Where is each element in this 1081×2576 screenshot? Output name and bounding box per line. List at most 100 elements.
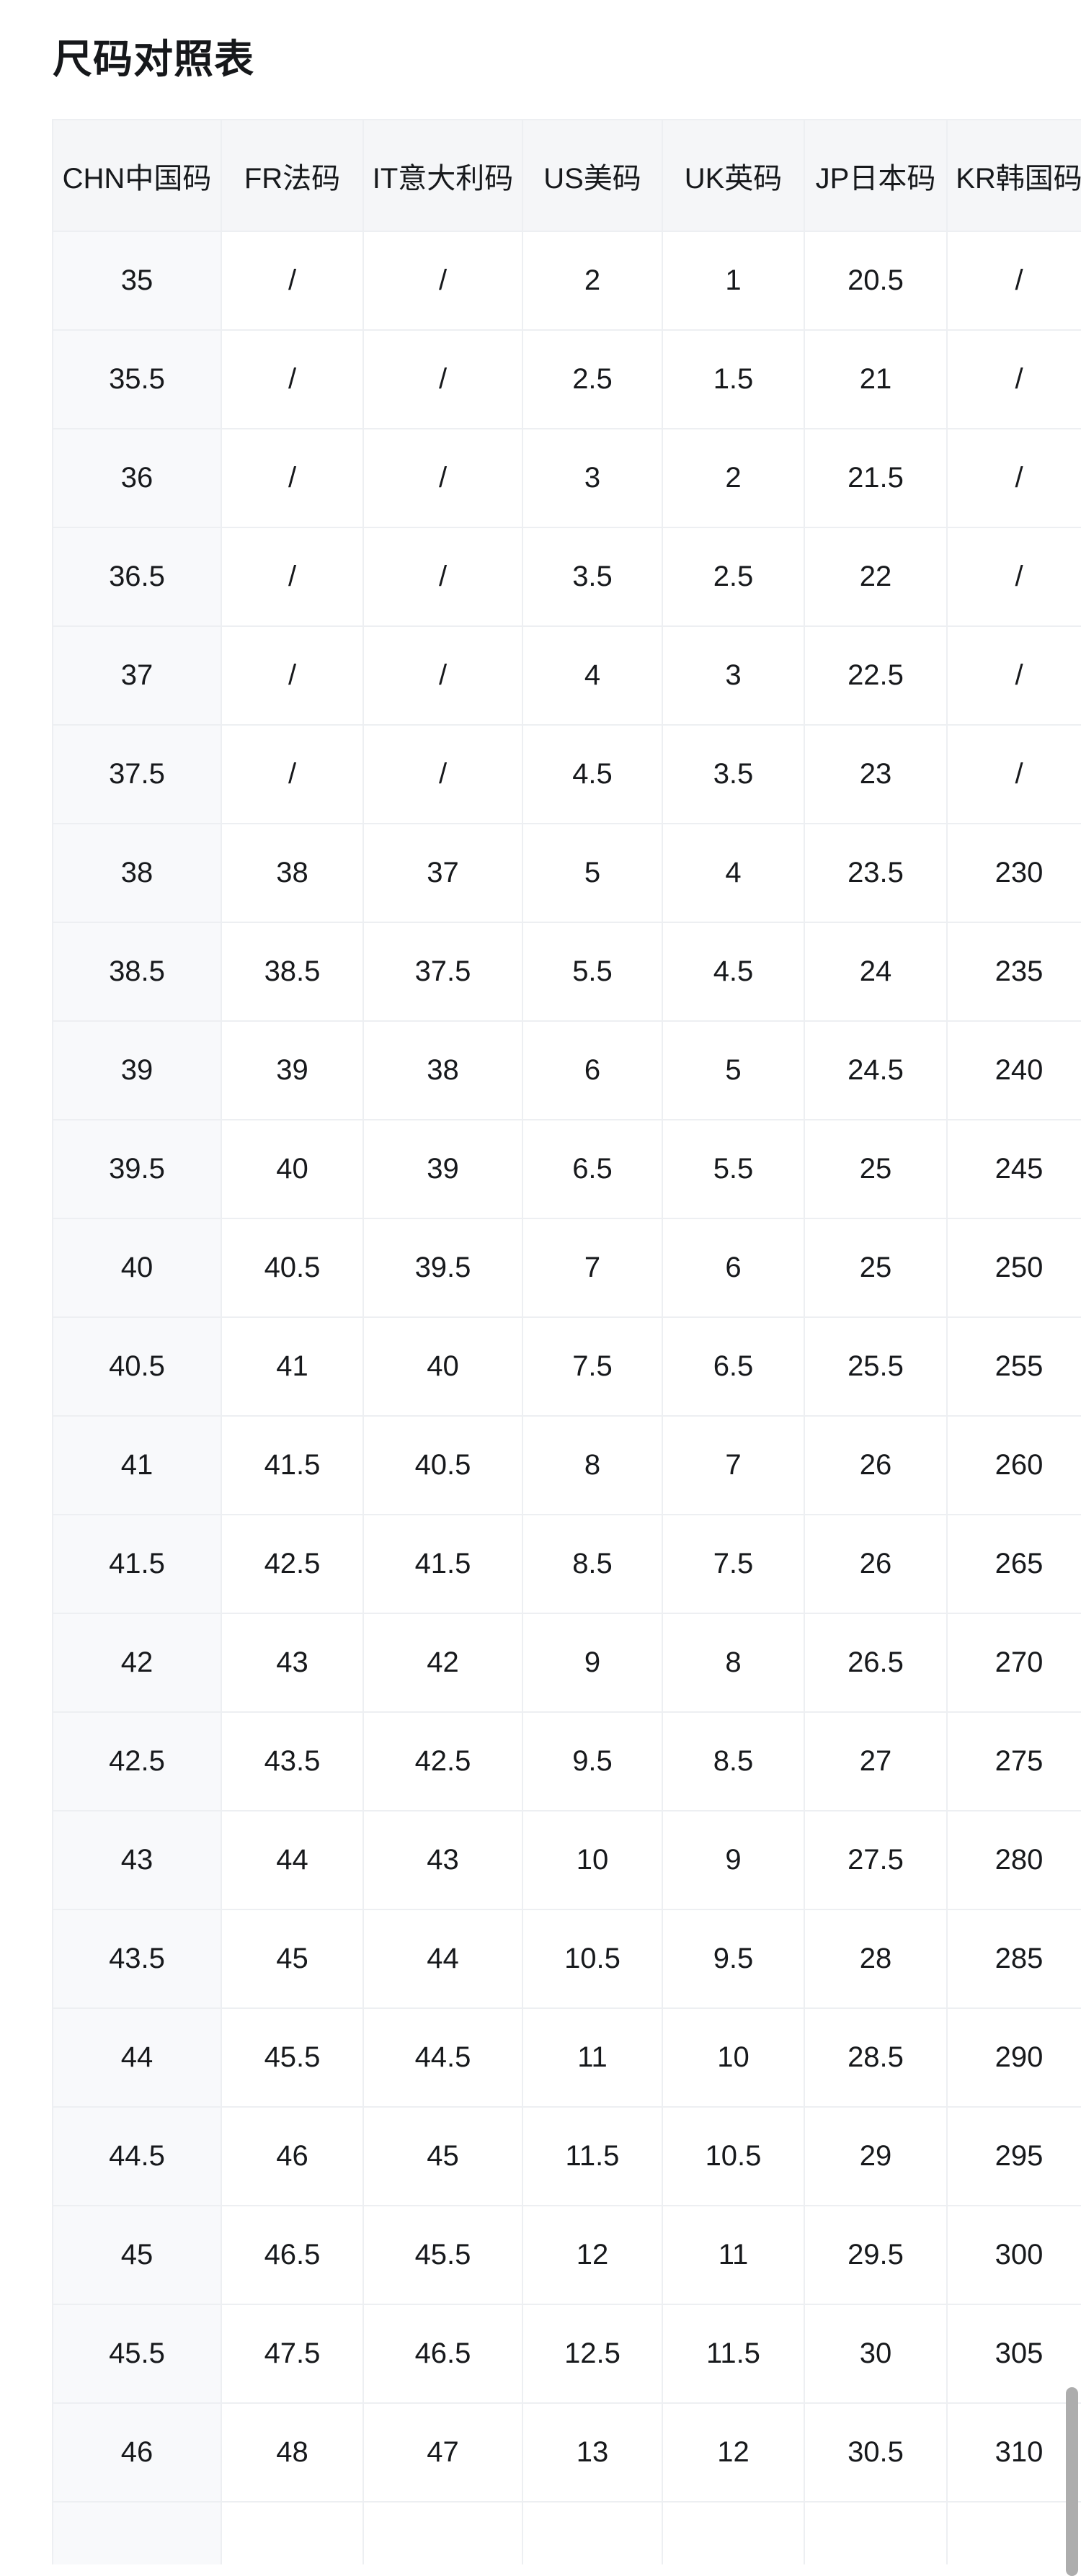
table-cell: 41: [52, 1415, 222, 1515]
table-cell: 10: [662, 2007, 805, 2108]
table-cell: 9: [522, 1613, 663, 1713]
vertical-scrollbar-thumb[interactable]: [1066, 2387, 1078, 2576]
table-cell: 41.5: [221, 1415, 364, 1515]
table-row: 38.5 38.5 37.5 5.5 4.5 24 235: [52, 922, 1081, 1022]
table-header-row: CHN中国码 FR法码 IT意大利码 US美码 UK英码 JP日本码 KR韩国码: [52, 119, 1081, 232]
table-cell: 8: [522, 1415, 663, 1515]
table-header-cell: UK英码: [662, 119, 805, 232]
table-cell: 26: [804, 1415, 948, 1515]
table-row: 43.5 45 44 10.5 9.5 28 285: [52, 1909, 1081, 2009]
table-cell: 41: [221, 1316, 364, 1417]
table-cell: 28: [804, 1909, 948, 2009]
table-cell: 235: [946, 922, 1081, 1022]
table-cell: 9: [662, 1810, 805, 1910]
table-cell: 240: [946, 1020, 1081, 1120]
table-cell: 42: [362, 1613, 523, 1713]
table-cell: 37: [362, 823, 523, 923]
table-cell: 6: [522, 1020, 663, 1120]
table-row: 42.5 43.5 42.5 9.5 8.5 27 275: [52, 1711, 1081, 1811]
table-cell: 20.5: [804, 231, 948, 331]
table-cell: 38: [221, 823, 364, 923]
table-cell: 29.5: [804, 2205, 948, 2305]
table-cell: 39: [52, 1020, 222, 1120]
table-cell: /: [221, 231, 364, 331]
table-header-cell: JP日本码: [804, 119, 948, 232]
table-cell: 22.5: [804, 625, 948, 726]
table-cell: 275: [946, 1711, 1081, 1811]
table-cell: 5: [522, 823, 663, 923]
table-cell: 295: [946, 2106, 1081, 2206]
table-cell: /: [362, 329, 523, 429]
table-cell: /: [946, 231, 1081, 331]
table-cell: /: [946, 428, 1081, 528]
table-row: 44 45.5 44.5 11 10 28.5 290: [52, 2007, 1081, 2108]
table-cell: 44: [221, 1810, 364, 1910]
table-cell: 43: [221, 1613, 364, 1713]
table-row: 45.5 47.5 46.5 12.5 11.5 30 305: [52, 2304, 1081, 2404]
table-cell: 45.5: [362, 2205, 523, 2305]
table-partial-row: [52, 2501, 1081, 2564]
table-cell: 37: [52, 625, 222, 726]
table-cell: 285: [946, 1909, 1081, 2009]
table-cell: /: [221, 329, 364, 429]
table-cell: /: [221, 724, 364, 824]
table-cell: 45.5: [221, 2007, 364, 2108]
table-cell: 5.5: [662, 1119, 805, 1219]
table-cell: 1: [662, 231, 805, 331]
table-cell: 25.5: [804, 1316, 948, 1417]
table-cell: 6: [662, 1218, 805, 1318]
table-cell: [221, 2501, 364, 2564]
table-cell: 8.5: [522, 1514, 663, 1614]
table-cell: /: [362, 625, 523, 726]
table-cell: 12: [522, 2205, 663, 2305]
table-cell: 47: [362, 2402, 523, 2503]
table-cell: /: [946, 527, 1081, 627]
table-cell: 4: [522, 625, 663, 726]
table-row: 45 46.5 45.5 12 11 29.5 300: [52, 2205, 1081, 2305]
table-cell: 7: [662, 1415, 805, 1515]
table-cell: 40: [52, 1218, 222, 1318]
table-cell: 46: [52, 2402, 222, 2503]
table-cell: 45: [221, 1909, 364, 2009]
table-cell: 11: [522, 2007, 663, 2108]
table-header-cell: CHN中国码: [52, 119, 222, 232]
table-cell: 1.5: [662, 329, 805, 429]
table-cell: 4.5: [662, 922, 805, 1022]
table-cell: /: [221, 527, 364, 627]
table-cell: [662, 2501, 805, 2564]
table-cell: 43.5: [52, 1909, 222, 2009]
table-cell: 30.5: [804, 2402, 948, 2503]
table-cell: 40.5: [362, 1415, 523, 1515]
table-row: 42 43 42 9 8 26.5 270: [52, 1613, 1081, 1713]
table-cell: 265: [946, 1514, 1081, 1614]
table-cell: 42.5: [362, 1711, 523, 1811]
table-cell: 40.5: [221, 1218, 364, 1318]
table-cell: 5.5: [522, 922, 663, 1022]
table-cell: 46: [221, 2106, 364, 2206]
table-cell: 28.5: [804, 2007, 948, 2108]
table-cell: 36.5: [52, 527, 222, 627]
table-cell: 38.5: [52, 922, 222, 1022]
table-cell: 4: [662, 823, 805, 923]
table-cell: 42.5: [221, 1514, 364, 1614]
table-cell: 3: [522, 428, 663, 528]
table-cell: /: [221, 625, 364, 726]
table-cell: 12.5: [522, 2304, 663, 2404]
table-cell: 44.5: [52, 2106, 222, 2206]
table-row: 38 38 37 5 4 23.5 230: [52, 823, 1081, 923]
table-header-cell: KR韩国码: [946, 119, 1081, 232]
table-row: 40 40.5 39.5 7 6 25 250: [52, 1218, 1081, 1318]
table-cell: 21: [804, 329, 948, 429]
table-cell: 42.5: [52, 1711, 222, 1811]
table-cell: /: [946, 625, 1081, 726]
table-cell: 23.5: [804, 823, 948, 923]
table-cell: 47.5: [221, 2304, 364, 2404]
table-cell: 48: [221, 2402, 364, 2503]
table-row: 46 48 47 13 12 30.5 310: [52, 2402, 1081, 2503]
table-cell: 35: [52, 231, 222, 331]
table-cell: 39.5: [52, 1119, 222, 1219]
table-cell: 42: [52, 1613, 222, 1713]
table-cell: 305: [946, 2304, 1081, 2404]
table-cell: 45: [52, 2205, 222, 2305]
table-cell: 2: [662, 428, 805, 528]
